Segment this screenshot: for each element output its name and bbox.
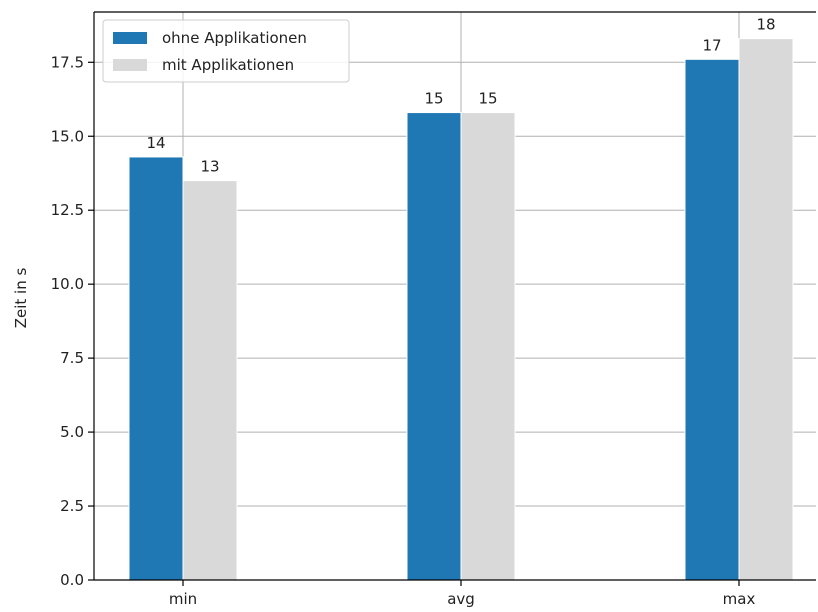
y-tick-label: 17.5 (51, 53, 84, 71)
legend: ohne Applikationen mit Applikationen (102, 19, 350, 83)
bar-value-label: 14 (146, 134, 165, 152)
bars-layer (128, 38, 794, 581)
y-tick-label: 15.0 (51, 127, 84, 145)
bar-mit-max (738, 38, 794, 581)
bar-ohne-max (684, 58, 740, 581)
y-tick-label: 7.5 (60, 349, 84, 367)
legend-box (102, 19, 350, 83)
bar-value-label: 13 (200, 158, 219, 176)
bar-ohne-avg (406, 112, 462, 581)
axes-layer: 0.0 2.5 5.0 7.5 10.0 12.5 15.0 17.5 min avg max (51, 11, 816, 608)
legend-label-mit: mit Applikationen (162, 56, 294, 74)
legend-swatch-mit (113, 59, 147, 71)
bar-value-label: 18 (756, 16, 775, 34)
bar-labels-layer: 14 15 17 13 15 18 (146, 16, 775, 176)
y-tick-label: 5.0 (60, 423, 84, 441)
x-tick-label-min: min (169, 590, 197, 608)
bar-mit-min (182, 180, 238, 581)
legend-label-ohne: ohne Applikationen (162, 29, 307, 47)
bar-value-label: 15 (424, 90, 443, 108)
bar-value-label: 17 (702, 36, 721, 54)
y-axis-title: Zeit in s (12, 268, 30, 329)
y-tick-label: 12.5 (51, 201, 84, 219)
legend-swatch-ohne (113, 32, 147, 44)
y-tick-label: 2.5 (60, 497, 84, 515)
bar-mit-avg (460, 112, 516, 581)
y-tick-label: 10.0 (51, 275, 84, 293)
y-tick-label: 0.0 (60, 571, 84, 589)
bar-ohne-min (128, 156, 184, 581)
x-tick-label-avg: avg (447, 590, 475, 608)
x-tick-label-max: max (723, 590, 756, 608)
bar-value-label: 15 (478, 90, 497, 108)
